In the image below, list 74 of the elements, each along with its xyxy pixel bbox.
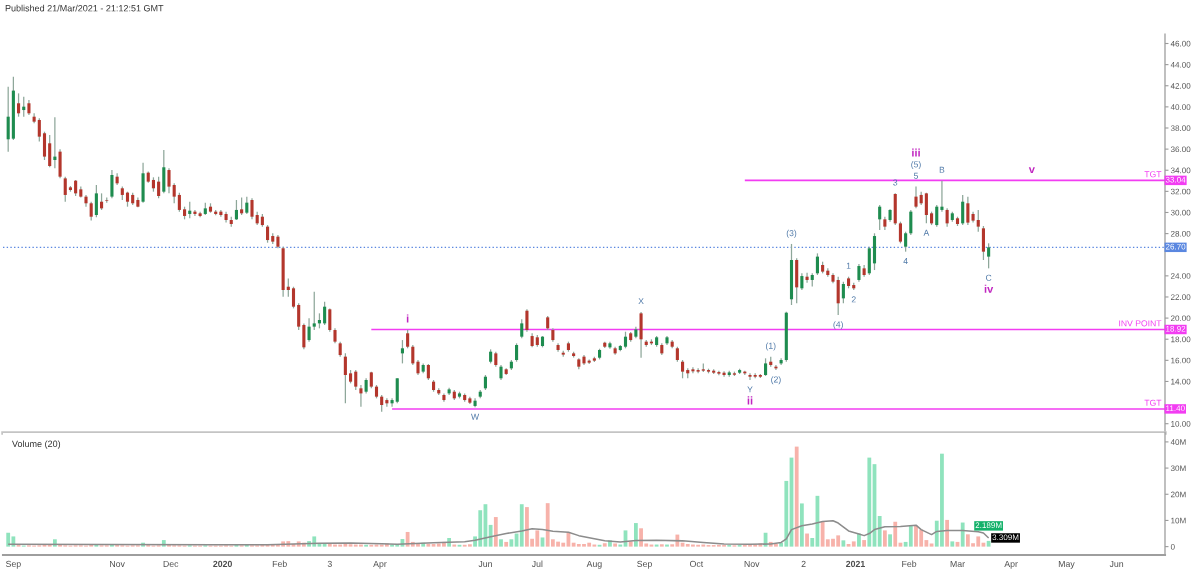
- annotation: A: [923, 229, 930, 236]
- x-tick-label: Nov: [110, 560, 125, 567]
- annotation: v: [1028, 167, 1035, 174]
- y-tick-label: 46.00: [1170, 40, 1191, 47]
- y-tick-label: 44.00: [1170, 61, 1191, 68]
- x-tick-label: 3: [327, 560, 332, 567]
- x-tick-label: Mar: [950, 560, 965, 567]
- data-label: 18.92: [1166, 325, 1186, 332]
- annotation: 5: [913, 172, 919, 179]
- annotation: i: [406, 314, 409, 323]
- data-label: 2.189M: [975, 522, 1002, 529]
- y-tick-label: 24.00: [1170, 273, 1191, 279]
- annotation: Y: [747, 386, 753, 393]
- x-tick-label: Apr: [373, 560, 387, 569]
- x-tick-label: Dec: [163, 560, 179, 567]
- y-tick-label: 38.00: [1170, 125, 1191, 131]
- data-label: 11.40: [1166, 405, 1185, 412]
- y-tick-label: 20M: [1170, 491, 1186, 498]
- x-tick-label: Feb: [902, 560, 917, 567]
- annotation: 1: [846, 262, 851, 269]
- y-tick-label: 10.00: [1171, 421, 1191, 427]
- annotation: B: [939, 166, 945, 173]
- y-tick-label: 18.00: [1171, 336, 1191, 343]
- annotation: iii: [912, 148, 920, 157]
- y-tick-label: 42.00: [1170, 83, 1191, 89]
- series-label: TGT: [1144, 171, 1162, 178]
- data-label: 33.04: [1165, 176, 1186, 183]
- y-tick-label: 32.00: [1170, 188, 1191, 195]
- x-tick-label: Sep: [5, 560, 21, 569]
- x-tick-label: Oct: [690, 560, 704, 567]
- x-tick-label: Jun: [1109, 560, 1124, 567]
- x-tick-label: 2021: [846, 560, 865, 567]
- y-tick-label: 14.00: [1171, 378, 1191, 385]
- annotation: C: [985, 274, 992, 281]
- y-tick-label: 30.00: [1170, 209, 1191, 216]
- y-tick-label: 28.00: [1170, 230, 1191, 237]
- x-tick-label: Apr: [1004, 560, 1018, 569]
- text: Published 21/Mar/2021 - 21:12:51 GMT: [5, 4, 164, 12]
- annotation: 3: [893, 179, 898, 186]
- y-tick-label: 40M: [1170, 439, 1186, 445]
- annotation: iv: [984, 284, 994, 293]
- x-tick-label: 2: [801, 560, 806, 567]
- text: Volume (20): [11, 440, 61, 449]
- x-tick-label: Aug: [586, 560, 602, 569]
- x-tick-label: Nov: [744, 560, 760, 567]
- annotation: ii: [747, 396, 753, 405]
- x-tick-label: Jul: [531, 560, 543, 567]
- annotation: (4): [833, 321, 843, 330]
- annotation: (3): [786, 229, 797, 238]
- annotation: (2): [771, 376, 781, 385]
- y-tick-label: 36.00: [1170, 146, 1191, 153]
- x-tick-label: May: [1058, 560, 1075, 569]
- x-tick-label: Jun: [478, 560, 492, 567]
- series-label: INV POINT: [1119, 320, 1162, 327]
- annotation: 2: [851, 296, 856, 303]
- ref-line-label: 26.70: [1165, 243, 1186, 250]
- y-tick-label: 22.00: [1170, 294, 1191, 300]
- y-tick-label: 16.00: [1171, 357, 1191, 364]
- y-tick-label: 0: [1170, 543, 1175, 550]
- x-tick-label: 2020: [213, 560, 232, 567]
- annotation: 4: [903, 258, 908, 265]
- y-tick-label: 34.00: [1170, 167, 1191, 174]
- x-tick-label: Sep: [637, 560, 652, 569]
- annotation: W: [471, 413, 480, 420]
- data-label: 3.309M: [992, 534, 1019, 541]
- y-tick-label: 10M: [1171, 517, 1186, 524]
- series-label: TGT: [1144, 399, 1162, 406]
- y-tick-label: 40.00: [1170, 104, 1191, 110]
- annotation: (1): [766, 342, 776, 351]
- x-tick-label: Feb: [272, 560, 287, 567]
- annotation: (5): [911, 161, 921, 170]
- y-tick-label: 30M: [1170, 465, 1186, 472]
- annotation: X: [638, 298, 644, 305]
- y-tick-label: 20.00: [1170, 315, 1191, 322]
